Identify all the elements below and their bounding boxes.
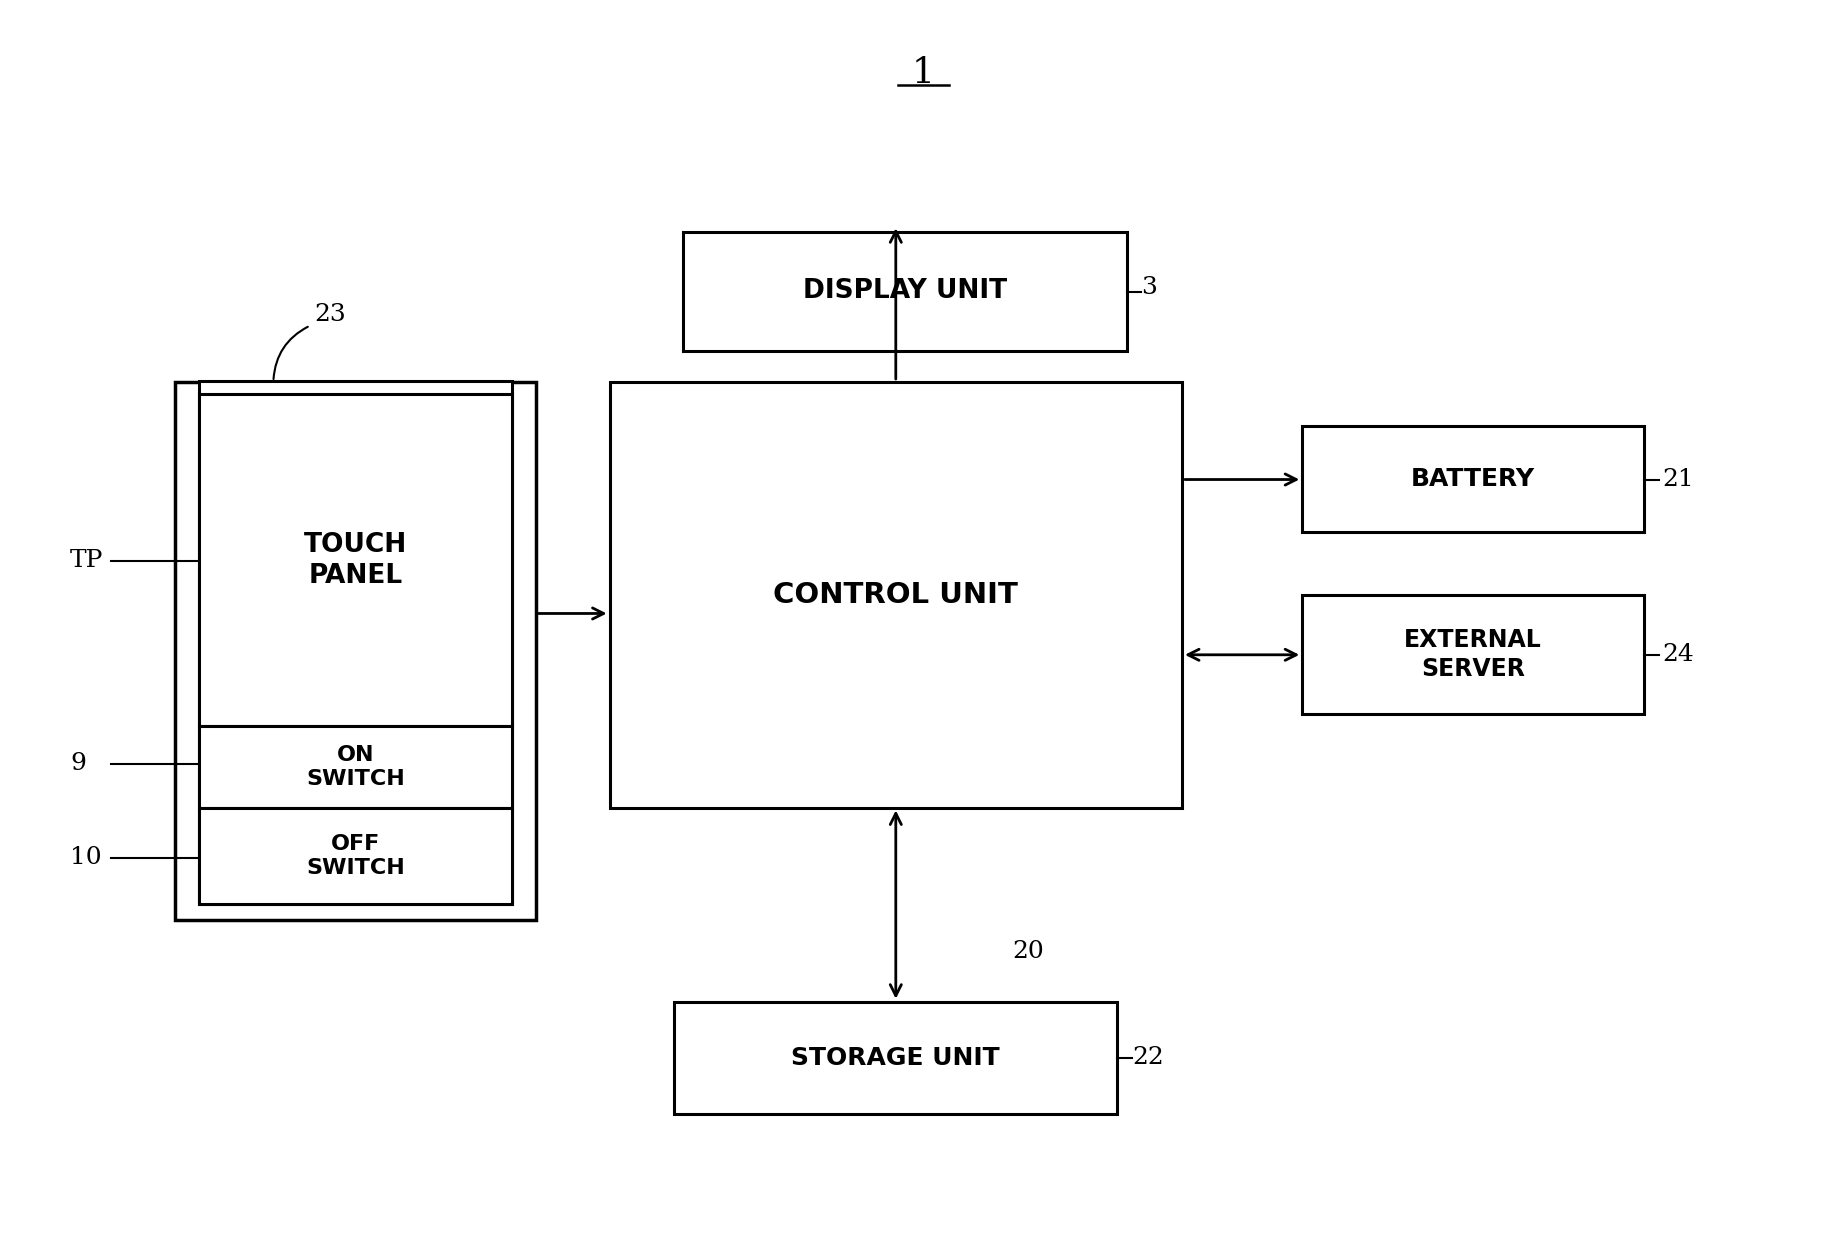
Bar: [1302, 426, 1644, 532]
Text: CONTROL UNIT: CONTROL UNIT: [774, 581, 1018, 608]
Text: BATTERY: BATTERY: [1411, 467, 1535, 491]
Text: 21: 21: [1662, 468, 1694, 491]
Text: DISPLAY UNIT: DISPLAY UNIT: [803, 278, 1007, 304]
Bar: [610, 382, 1182, 808]
Bar: [199, 808, 512, 904]
Bar: [674, 1002, 1117, 1114]
Text: EXTERNAL
SERVER: EXTERNAL SERVER: [1404, 627, 1542, 681]
Text: ON
SWITCH: ON SWITCH: [307, 745, 404, 789]
Bar: [683, 232, 1127, 351]
Text: 10: 10: [70, 846, 102, 869]
Bar: [1302, 595, 1644, 714]
Text: 20: 20: [1012, 940, 1044, 963]
Text: 22: 22: [1132, 1047, 1164, 1069]
Text: 23: 23: [314, 303, 345, 326]
Text: STORAGE UNIT: STORAGE UNIT: [792, 1045, 999, 1070]
Text: 9: 9: [70, 752, 87, 775]
Bar: [199, 726, 512, 808]
Bar: [199, 394, 512, 726]
Text: 24: 24: [1662, 644, 1694, 666]
Text: 3: 3: [1141, 277, 1158, 299]
Bar: [199, 381, 512, 904]
Text: TOUCH
PANEL: TOUCH PANEL: [305, 532, 406, 588]
Text: OFF
SWITCH: OFF SWITCH: [307, 834, 404, 878]
Text: 1: 1: [912, 56, 935, 90]
Bar: [175, 382, 536, 920]
Text: TP: TP: [70, 550, 103, 572]
